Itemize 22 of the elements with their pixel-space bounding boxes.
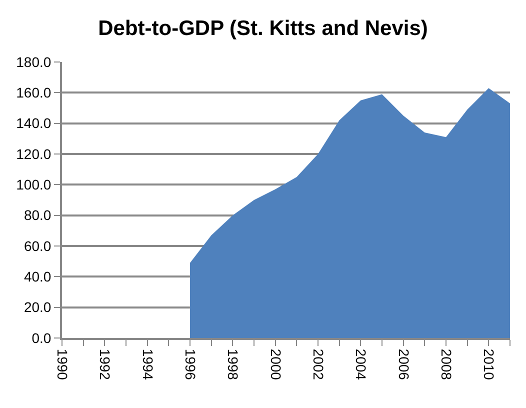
- x-tick-label: 1992: [97, 348, 114, 380]
- x-tick-label: 1994: [140, 348, 156, 380]
- x-tick-label: 2010: [481, 348, 498, 380]
- y-tick-label: 80.0: [24, 207, 52, 224]
- x-tick-label: 1990: [54, 348, 70, 380]
- x-tick-label: 1996: [182, 348, 198, 380]
- y-tick-label: 40.0: [24, 268, 52, 285]
- x-tick-label: 1998: [225, 348, 242, 380]
- y-tick-label: 20.0: [24, 299, 52, 316]
- chart-title: Debt-to-GDP (St. Kitts and Nevis): [98, 17, 428, 40]
- y-tick-label: 120.0: [16, 146, 52, 162]
- x-tick-label: 2008: [438, 348, 454, 380]
- x-tick-label: 2004: [353, 348, 370, 380]
- x-tick-label: 2006: [396, 348, 412, 380]
- y-tick-label: 100.0: [16, 176, 52, 193]
- y-tick-label: 180.0: [16, 54, 52, 70]
- y-tick-label: 0.0: [32, 330, 52, 346]
- x-tick-label: 2002: [310, 348, 326, 380]
- y-tick-label: 60.0: [24, 238, 52, 254]
- y-tick-label: 140.0: [16, 115, 52, 132]
- y-tick-label: 160.0: [16, 84, 52, 101]
- x-tick-label: 2000: [268, 348, 284, 380]
